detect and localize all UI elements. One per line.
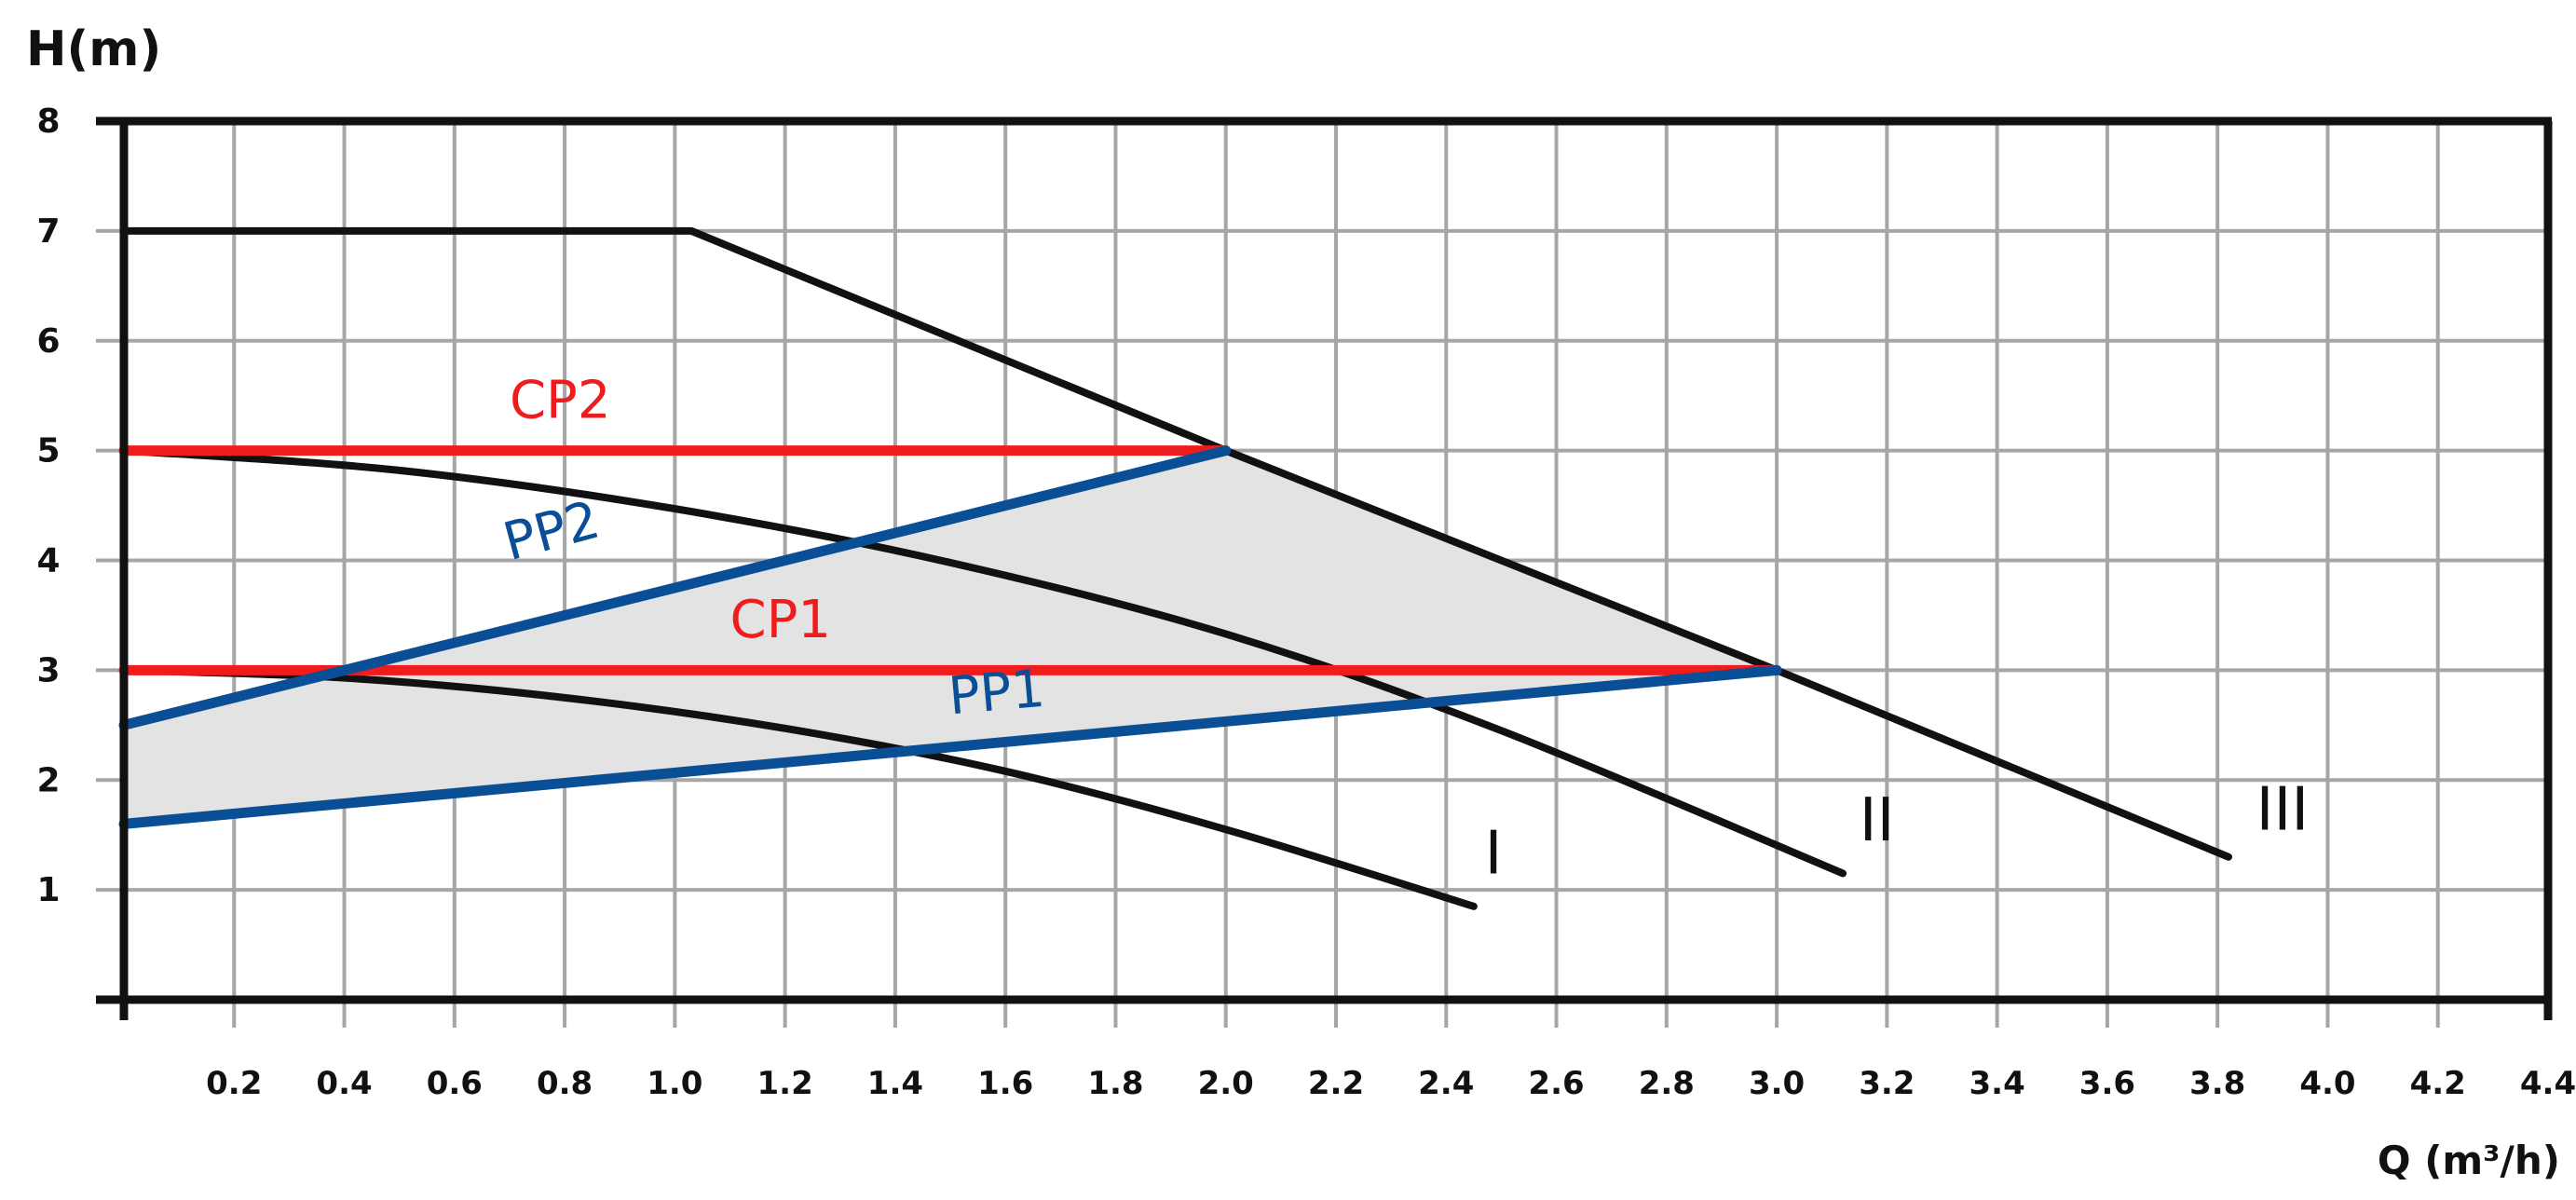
label-cp2: CP2 [510, 370, 611, 430]
x-tick-label: 1.2 [757, 1065, 813, 1102]
label-iii: III [2256, 775, 2310, 844]
operating-region [124, 450, 1778, 825]
series-line-i [120, 666, 1478, 910]
label-i: I [1485, 819, 1503, 888]
x-tick-label: 0.4 [316, 1065, 372, 1102]
plot-frame [96, 116, 2553, 1020]
label-pp1: PP1 [947, 659, 1047, 728]
x-tick-label: 0.2 [206, 1065, 262, 1102]
x-tick-label: 2.6 [1528, 1065, 1584, 1102]
label-ii: II [1860, 786, 1895, 855]
label-cp1: CP1 [730, 590, 832, 650]
x-tick-label: 1.0 [647, 1065, 702, 1102]
y-tick-label: 3 [36, 651, 60, 689]
x-tick-label: 3.0 [1749, 1065, 1805, 1102]
series-line-pp1 [118, 664, 1782, 829]
x-tick-label: 4.4 [2520, 1065, 2576, 1102]
x-tick-label: 2.8 [1639, 1065, 1695, 1102]
y-tick-label: 1 [36, 871, 60, 909]
x-tick-label: 1.4 [867, 1065, 923, 1102]
x-tick-label: 2.4 [1418, 1065, 1474, 1102]
x-tick-label: 1.8 [1087, 1065, 1143, 1102]
x-tick-label: 1.6 [977, 1065, 1033, 1102]
x-tick-label: 4.2 [2410, 1065, 2466, 1102]
x-tick-label: 3.6 [2079, 1065, 2135, 1102]
y-tick-label: 2 [36, 761, 60, 799]
x-tick-label: 2.2 [1308, 1065, 1364, 1102]
x-tick-label: 3.4 [1969, 1065, 2025, 1102]
x-tick-label: 3.2 [1859, 1065, 1915, 1102]
y-tick-label: 7 [36, 212, 60, 251]
tick-labels: 0.2 0.4 0.6 0.8 1.0 1.2 1.4 1.6 1.8 2.0 2.2 2.4 2.6 2… [36, 102, 2576, 1102]
x-tick-label: 0.8 [537, 1065, 593, 1102]
y-tick-label: 6 [36, 322, 60, 361]
x-tick-label: 0.6 [427, 1065, 483, 1102]
y-tick-label: 4 [36, 542, 60, 580]
x-tick-label: 4.0 [2299, 1065, 2355, 1102]
y-tick-label: 8 [36, 102, 60, 141]
series-line-pp2 [118, 445, 1232, 730]
x-axis-title: Q (m³/h) [2378, 1138, 2560, 1183]
series-line-ii [120, 446, 1847, 878]
y-tick-label: 5 [36, 432, 60, 470]
x-tick-label: 3.8 [2189, 1065, 2245, 1102]
series-lines [118, 226, 2233, 910]
x-tick-label: 2.0 [1198, 1065, 1254, 1102]
y-axis-title: H(m) [26, 21, 161, 77]
